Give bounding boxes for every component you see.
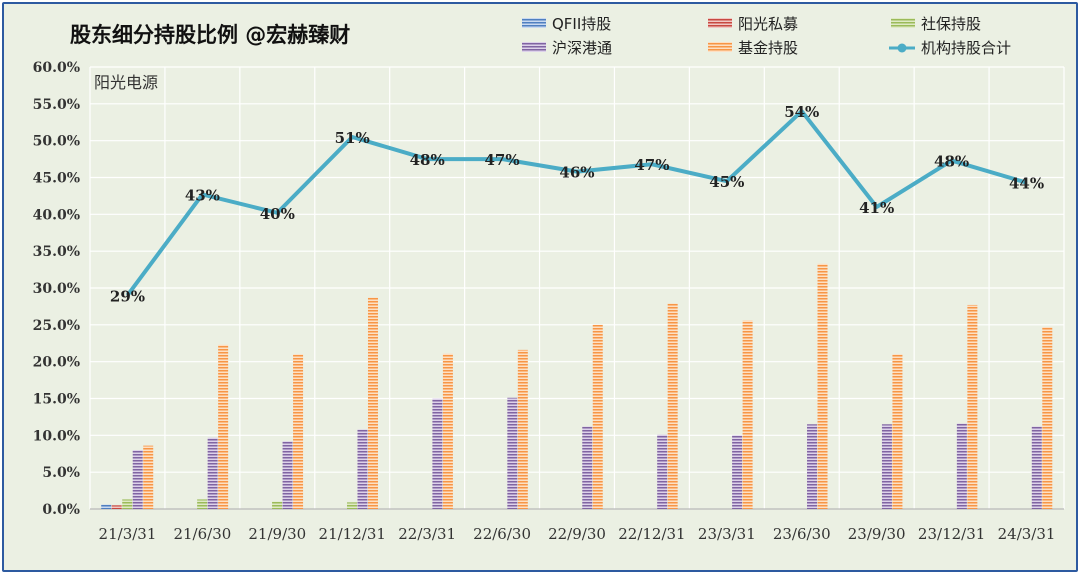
legend-swatch	[891, 18, 915, 28]
y-tick-label: 15.0%	[33, 392, 80, 408]
bar	[881, 424, 892, 509]
y-tick-label: 10.0%	[33, 428, 80, 444]
bar	[357, 429, 368, 509]
y-tick-label: 35.0%	[33, 244, 80, 260]
bar	[143, 445, 154, 509]
y-tick-label: 30.0%	[33, 281, 80, 297]
y-tick-label: 60.0%	[33, 60, 80, 76]
bar	[197, 499, 208, 509]
x-tick-label: 21/12/31	[319, 525, 386, 543]
bar	[122, 499, 133, 509]
bar	[807, 424, 818, 509]
legend-swatch	[522, 42, 546, 52]
bar	[367, 297, 378, 509]
chart-canvas: 股东细分持股比例 @宏赫臻财 阳光电源 0.0% 5.0% 10.0% 15.0% 20…	[33, 15, 1065, 543]
bar	[132, 450, 143, 509]
bar	[667, 303, 678, 509]
bar	[111, 505, 122, 509]
legend-label: QFII持股	[552, 15, 611, 33]
bar	[967, 304, 978, 509]
x-tick-label: 22/6/30	[473, 525, 531, 543]
legend-marker	[897, 43, 907, 53]
bar	[272, 501, 283, 509]
bar	[442, 353, 453, 509]
x-tick-label: 23/6/30	[773, 525, 831, 543]
bar	[582, 426, 593, 509]
data-label: 47%	[485, 151, 520, 169]
bar	[517, 349, 528, 509]
bar	[657, 434, 668, 509]
legend-label: 机构持股合计	[921, 39, 1011, 57]
x-tick-label: 22/12/31	[618, 525, 685, 543]
data-label: 29%	[110, 287, 145, 305]
chart-title: 股东细分持股比例 @宏赫臻财	[70, 23, 350, 47]
bar	[742, 320, 753, 509]
data-label: 54%	[784, 103, 819, 121]
data-label: 48%	[934, 153, 969, 171]
bar	[207, 437, 218, 509]
x-axis: 21/3/31 21/6/30 21/9/30 21/12/31 22/3/31 22/6…	[99, 525, 1056, 543]
x-tick-label: 23/12/31	[918, 525, 985, 543]
line-path	[125, 109, 1028, 297]
legend-label: 阳光私募	[738, 15, 798, 33]
data-label: 40%	[260, 205, 295, 223]
bar	[432, 398, 443, 509]
bar	[346, 502, 357, 509]
y-tick-label: 50.0%	[33, 134, 80, 150]
bar	[101, 504, 112, 509]
data-label: 51%	[335, 129, 370, 147]
y-axis: 0.0% 5.0% 10.0% 15.0% 20.0% 25.0% 30.0% 35.0% 40…	[33, 60, 80, 518]
data-label: 47%	[634, 156, 669, 174]
bar-series	[101, 263, 1053, 509]
bar	[1042, 327, 1053, 509]
legend-swatch	[708, 18, 732, 28]
data-label: 41%	[859, 199, 894, 217]
chart-subtitle: 阳光电源	[94, 73, 158, 92]
x-tick-label: 23/9/30	[848, 525, 906, 543]
x-tick-label: 21/9/30	[248, 525, 306, 543]
line-series: 29% 43% 40% 51% 48% 47% 46% 47% 45% 54% 41% 48% 44%	[110, 103, 1044, 305]
x-tick-label: 21/3/31	[99, 525, 157, 543]
bar	[282, 441, 293, 509]
bar	[817, 263, 828, 509]
x-tick-label: 21/6/30	[173, 525, 231, 543]
x-tick-label: 22/3/31	[398, 525, 456, 543]
bar	[956, 423, 967, 509]
bar	[732, 435, 743, 509]
legend-label: 沪深港通	[552, 39, 612, 57]
data-label: 43%	[185, 186, 220, 204]
y-tick-label: 5.0%	[42, 465, 80, 481]
legend-label: 社保持股	[921, 15, 981, 33]
bar	[218, 344, 229, 509]
bar	[1031, 426, 1042, 509]
data-label: 45%	[709, 173, 744, 191]
y-tick-label: 25.0%	[33, 318, 80, 334]
legend-swatch	[522, 18, 546, 28]
y-tick-label: 40.0%	[33, 207, 80, 223]
x-tick-label: 22/9/30	[548, 525, 606, 543]
data-label: 48%	[410, 151, 445, 169]
grid-lines	[89, 66, 1065, 510]
y-tick-label: 20.0%	[33, 355, 80, 371]
y-tick-label: 0.0%	[42, 502, 80, 518]
bar	[592, 324, 603, 509]
bar	[293, 354, 304, 509]
bar	[507, 397, 518, 509]
legend-label: 基金持股	[738, 39, 798, 57]
data-label: 46%	[559, 164, 594, 182]
y-tick-label: 55.0%	[33, 97, 80, 113]
data-label: 44%	[1009, 175, 1044, 193]
bar	[892, 354, 903, 509]
x-tick-label: 23/3/31	[698, 525, 756, 543]
y-tick-label: 45.0%	[33, 171, 80, 187]
legend-swatch	[708, 42, 732, 52]
x-tick-label: 24/3/31	[998, 525, 1056, 543]
